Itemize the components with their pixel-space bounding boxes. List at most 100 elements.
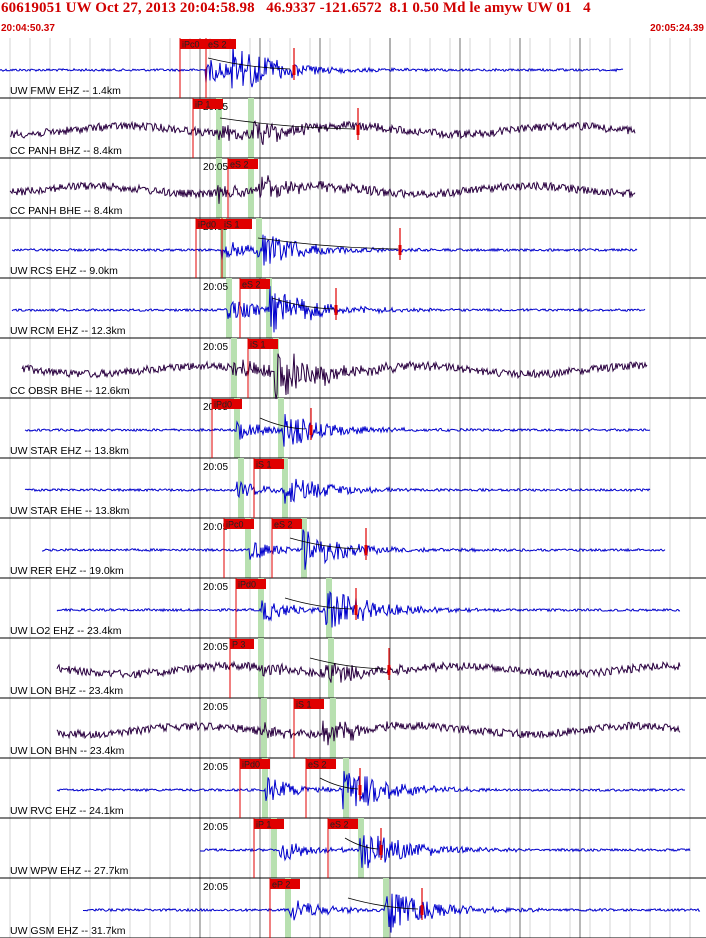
pick-flag[interactable] <box>306 759 336 769</box>
pick-flag[interactable] <box>222 219 252 229</box>
pick-window <box>383 878 389 938</box>
pick-flag[interactable] <box>240 759 270 769</box>
time-tick-label: 20:05 <box>203 702 228 713</box>
pick-label: eS 2 <box>308 760 327 770</box>
phase-pick[interactable]: iP 1 <box>192 98 223 158</box>
phase-pick[interactable]: iPc0 <box>223 518 254 578</box>
pick-flag[interactable] <box>254 459 284 469</box>
phase-pick[interactable]: iPc0 <box>179 38 210 98</box>
phase-pick[interactable]: iPd0 <box>235 578 266 638</box>
window-start-time: 20:04:50.37 <box>1 23 55 34</box>
station-label: CC OBSR BHE -- 12.6km <box>10 385 130 397</box>
coda-curve <box>259 417 306 430</box>
phase-pick[interactable]: iPd0 <box>195 218 226 278</box>
pick-flag[interactable] <box>224 519 254 529</box>
event-header: 60619051 UW Oct 27, 2013 20:04:58.98 46.… <box>0 0 706 38</box>
pick-window <box>256 218 262 278</box>
pick-flag[interactable] <box>180 39 210 49</box>
pick-label: eS 2 <box>208 40 227 50</box>
pick-flag[interactable] <box>294 699 324 709</box>
pick-window <box>278 398 284 458</box>
phase-pick[interactable]: eS 2 <box>239 278 270 338</box>
pick-flag[interactable] <box>206 39 236 49</box>
trace-row[interactable]: iPc0 eS 2 UW FMW EHZ -- 1.4km <box>0 38 706 99</box>
phase-pick[interactable]: eS 2 <box>271 518 302 578</box>
trace-row[interactable]: 20:05iPd0iS 1UW RCS EHZ -- 9.0km <box>0 218 706 279</box>
pick-window <box>262 758 268 818</box>
phase-pick[interactable]: iPd0 <box>211 398 242 458</box>
coda-curve <box>271 297 335 310</box>
phase-pick[interactable]: eS 2 <box>205 38 236 98</box>
pick-label: iPc0 <box>182 40 200 50</box>
waveform <box>199 835 691 869</box>
phase-pick[interactable]: eP 2 <box>269 878 300 938</box>
time-tick-label: 20:05 <box>203 462 228 473</box>
station-label: UW RCM EHZ -- 12.3km <box>10 325 126 337</box>
phase-pick[interactable]: iS 1 <box>247 338 278 398</box>
pick-flag[interactable] <box>328 819 358 829</box>
waveform <box>42 529 666 570</box>
coda-curve <box>309 657 387 670</box>
pick-flag[interactable] <box>230 639 254 649</box>
pick-flag[interactable] <box>240 279 270 289</box>
phase-pick[interactable]: iP 1 <box>253 818 284 878</box>
phase-pick[interactable]: iPd0 <box>239 758 270 818</box>
pick-flag[interactable] <box>212 399 242 409</box>
phase-pick[interactable]: eS 2 <box>227 158 258 218</box>
trace-row[interactable]: 20:05 iS 1 UW STAR EHE -- 13.8km <box>0 458 706 519</box>
station-label: UW LON BHN -- 23.4km <box>10 745 125 757</box>
pick-window <box>271 818 277 878</box>
pick-flag[interactable] <box>193 99 223 109</box>
trace-row[interactable]: 20:05 iPd0 eS 2 UW RVC EHZ -- 24.1km <box>0 758 706 819</box>
phase-pick[interactable]: eS 2 <box>305 758 336 818</box>
time-tick-label: 20:05 <box>203 642 228 653</box>
pick-label: iPd0 <box>238 580 256 590</box>
station-label: UW FMW EHZ -- 1.4km <box>10 85 121 97</box>
pick-flag[interactable] <box>270 879 300 889</box>
phase-pick[interactable]: iS 1 <box>221 218 252 278</box>
trace-row[interactable]: 20:05 iS 1 UW LON BHN -- 23.4km <box>0 698 706 759</box>
pick-flag[interactable] <box>196 219 226 229</box>
pick-label: iP 1 <box>195 100 210 110</box>
time-tick-label: 20:05 <box>203 522 228 533</box>
trace-row[interactable]: 20:05 eP 2 UW GSM EHZ -- 31.7km <box>0 878 706 938</box>
pick-label: eS 2 <box>330 820 349 830</box>
trace-row[interactable]: 20:05 iS 1 CC OBSR BHE -- 12.6km <box>0 338 706 400</box>
phase-pick[interactable]: eS 2 <box>327 818 358 878</box>
phase-pick[interactable]: iS 1 <box>253 458 284 518</box>
pick-flag[interactable] <box>254 819 284 829</box>
station-label: CC PANH BHE -- 8.4km <box>10 205 123 217</box>
pick-window <box>238 458 244 518</box>
trace-row[interactable]: 20:05 iPd0 UW LO2 EHZ -- 23.4km <box>0 578 706 639</box>
seismogram-svg[interactable]: iPc0 eS 2 UW FMW EHZ -- 1.4km 20:05 iP 1 CC P… <box>0 38 706 938</box>
coda-curve <box>207 57 291 70</box>
waveform <box>24 414 651 447</box>
trace-row[interactable]: 20:05 eS 2 UW RCM EHZ -- 12.3km <box>0 278 706 339</box>
time-tick-label: 20:05 <box>203 882 228 893</box>
time-tick-label: 20:05 <box>203 822 228 833</box>
trace-row[interactable]: 20:05 P 3 UW LON BHZ -- 23.4km <box>0 638 706 699</box>
pick-flag[interactable] <box>228 159 258 169</box>
pick-label: iS 1 <box>250 340 266 350</box>
pick-flag[interactable] <box>248 339 278 349</box>
pick-label: iPc0 <box>226 520 244 530</box>
pick-flag[interactable] <box>236 579 266 589</box>
phase-pick[interactable]: iS 1 <box>293 698 324 758</box>
pick-label: iP 1 <box>256 820 271 830</box>
pick-window <box>282 458 288 518</box>
station-label: UW LO2 EHZ -- 23.4km <box>10 625 122 637</box>
trace-row[interactable]: 20:05 iP 1 eS 2 UW WPW EHZ -- 27.7km <box>0 818 706 879</box>
pick-flag[interactable] <box>272 519 302 529</box>
pick-window <box>216 158 222 218</box>
pick-label: iS 1 <box>296 700 312 710</box>
station-label: UW WPW EHZ -- 27.7km <box>10 865 129 877</box>
waveform <box>56 660 681 683</box>
seismogram-panel[interactable]: iPc0 eS 2 UW FMW EHZ -- 1.4km 20:05 iP 1 CC P… <box>0 38 706 938</box>
trace-row[interactable]: 20:05 eS 2 CC PANH BHE -- 8.4km <box>0 158 706 219</box>
waveform <box>83 893 701 933</box>
phase-pick[interactable]: P 3 <box>229 638 254 698</box>
pick-label: iS 1 <box>224 220 240 230</box>
